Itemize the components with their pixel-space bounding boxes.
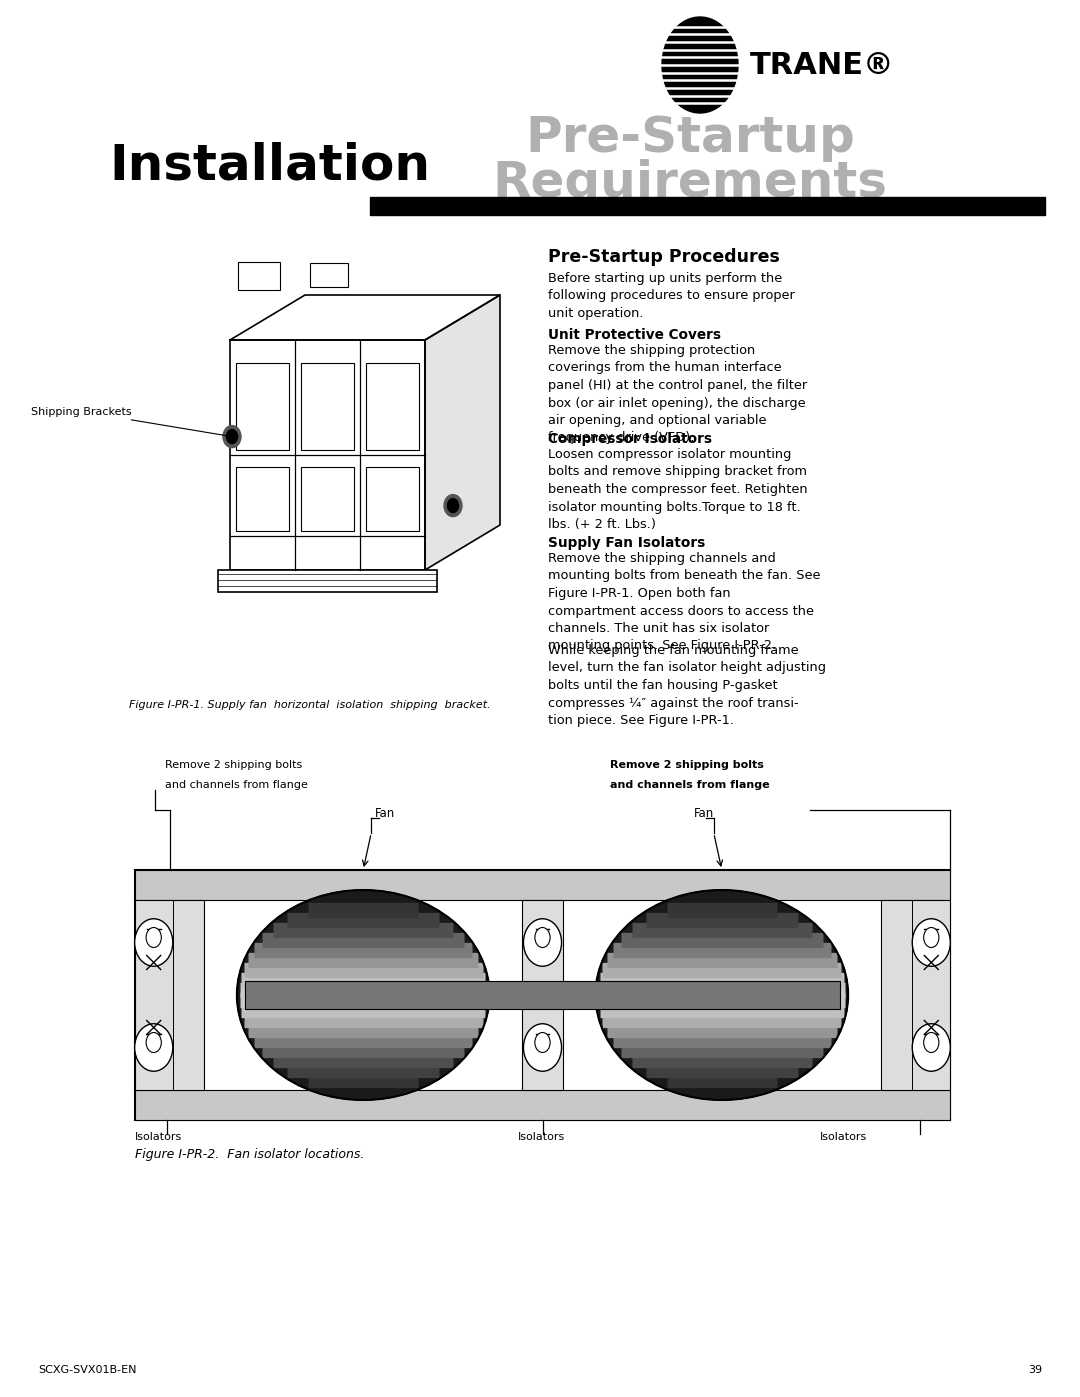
Text: TRANE®: TRANE®: [750, 50, 894, 80]
Text: Remove 2 shipping bolts: Remove 2 shipping bolts: [165, 760, 302, 770]
Text: Remove the shipping channels and
mounting bolts from beneath the fan. See
Figure: Remove the shipping channels and mountin…: [548, 552, 821, 652]
Ellipse shape: [524, 1024, 562, 1071]
Text: Pre-Startup: Pre-Startup: [525, 115, 855, 162]
Bar: [370, 197, 1045, 215]
Bar: [135, 870, 950, 900]
Bar: [218, 570, 437, 592]
Bar: [301, 363, 354, 450]
Text: Isolators: Isolators: [820, 1132, 867, 1141]
Text: and channels from flange: and channels from flange: [165, 780, 308, 789]
Ellipse shape: [444, 495, 462, 517]
Text: Requirements: Requirements: [492, 159, 888, 207]
Bar: [366, 363, 419, 450]
Ellipse shape: [662, 17, 738, 113]
Ellipse shape: [227, 430, 238, 444]
Bar: [237, 363, 289, 450]
Text: SCXG-SVX01B-EN: SCXG-SVX01B-EN: [38, 1365, 136, 1375]
Text: and channels from flange: and channels from flange: [610, 780, 770, 789]
Ellipse shape: [135, 1024, 173, 1071]
Text: Isolators: Isolators: [518, 1132, 565, 1141]
Bar: [135, 870, 950, 1120]
Text: 39: 39: [1028, 1365, 1042, 1375]
Ellipse shape: [923, 928, 939, 947]
Bar: [237, 467, 289, 531]
Text: Figure I-PR-2.  Fan isolator locations.: Figure I-PR-2. Fan isolator locations.: [135, 1148, 364, 1161]
Ellipse shape: [524, 919, 562, 967]
Text: Remove 2 shipping bolts: Remove 2 shipping bolts: [610, 760, 764, 770]
Bar: [135, 1090, 950, 1120]
Text: Loosen compressor isolator mounting
bolts and remove shipping bracket from
benea: Loosen compressor isolator mounting bolt…: [548, 448, 808, 531]
Text: Fan: Fan: [375, 807, 395, 820]
Text: Fan: Fan: [693, 807, 714, 820]
Bar: [522, 900, 563, 1090]
Bar: [135, 900, 204, 1090]
Ellipse shape: [923, 1032, 939, 1052]
Ellipse shape: [447, 499, 459, 513]
Text: Before starting up units perform the
following procedures to ensure proper
unit : Before starting up units perform the fol…: [548, 272, 795, 320]
Ellipse shape: [146, 1032, 161, 1052]
Text: While keeping the fan mounting frame
level, turn the fan isolator height adjusti: While keeping the fan mounting frame lev…: [548, 644, 826, 726]
Ellipse shape: [146, 928, 161, 947]
Ellipse shape: [913, 1024, 950, 1071]
Text: Shipping Brackets: Shipping Brackets: [31, 407, 229, 436]
Bar: [366, 467, 419, 531]
Ellipse shape: [135, 919, 173, 967]
Text: Installation: Installation: [109, 141, 431, 189]
Text: Remove the shipping protection
coverings from the human interface
panel (HI) at : Remove the shipping protection coverings…: [548, 344, 807, 444]
Text: Unit Protective Covers: Unit Protective Covers: [548, 328, 721, 342]
Polygon shape: [426, 295, 500, 570]
Ellipse shape: [913, 919, 950, 967]
Polygon shape: [230, 295, 500, 339]
Ellipse shape: [535, 928, 550, 947]
Bar: [880, 900, 950, 1090]
Text: Figure I-PR-1. Supply fan  horizontal  isolation  shipping  bracket.: Figure I-PR-1. Supply fan horizontal iso…: [130, 700, 490, 710]
Text: Isolators: Isolators: [135, 1132, 183, 1141]
Bar: [310, 263, 348, 286]
Ellipse shape: [595, 890, 848, 1099]
Ellipse shape: [222, 426, 241, 447]
Bar: [245, 981, 840, 1009]
Ellipse shape: [535, 1032, 550, 1052]
Text: Compressor Isolators: Compressor Isolators: [548, 432, 712, 446]
Bar: [238, 263, 280, 291]
Bar: [230, 339, 426, 570]
Ellipse shape: [237, 890, 489, 1099]
Text: Supply Fan Isolators: Supply Fan Isolators: [548, 536, 705, 550]
Bar: [301, 467, 354, 531]
Text: Pre-Startup Procedures: Pre-Startup Procedures: [548, 249, 780, 265]
